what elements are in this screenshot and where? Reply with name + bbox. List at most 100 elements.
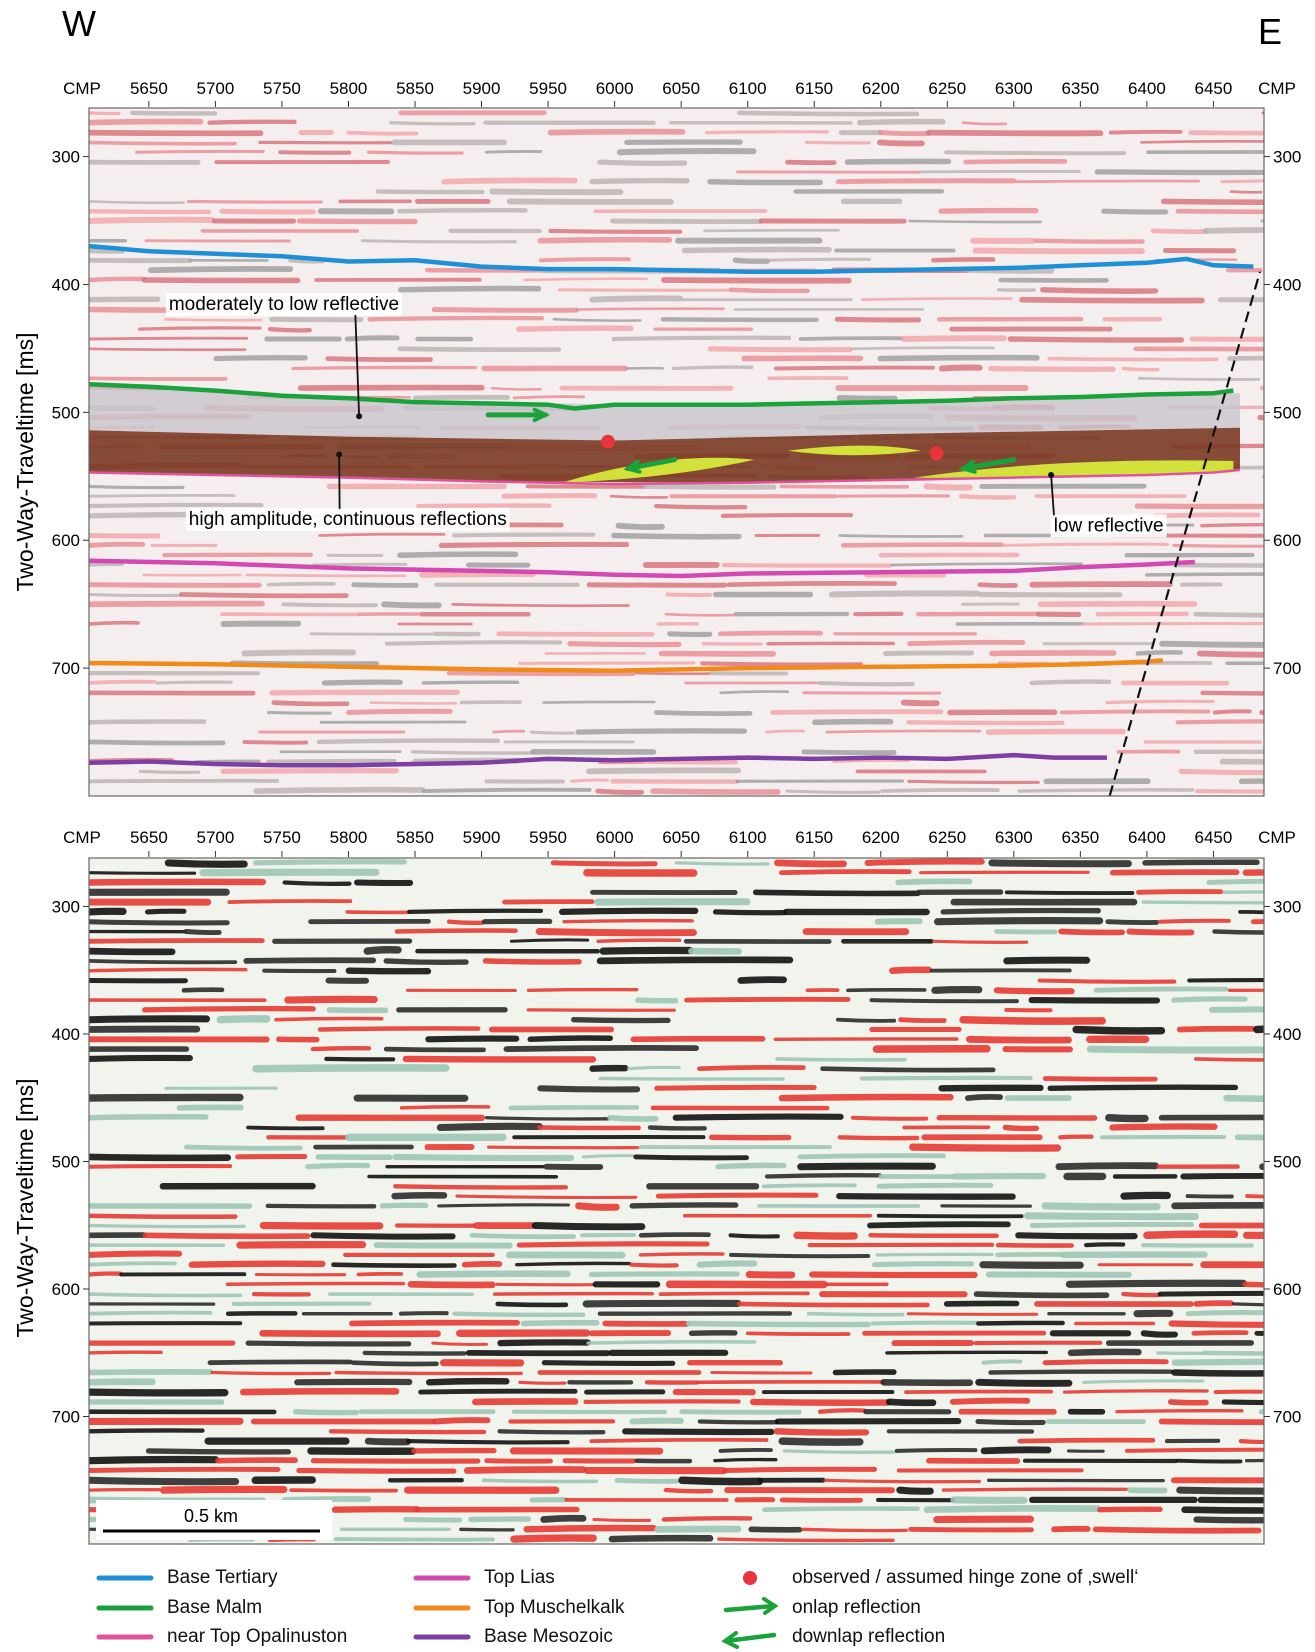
- reflection-band: [89, 200, 185, 205]
- reflection-band: [266, 758, 397, 764]
- reflection-band: [503, 1044, 699, 1052]
- reflection-band: [931, 985, 983, 994]
- reflection-band: [1059, 709, 1211, 715]
- reflection-band: [452, 532, 596, 538]
- reflection-band: [1191, 1330, 1249, 1336]
- reflection-band: [89, 919, 230, 926]
- reflection-band: [588, 1271, 740, 1278]
- reflection-band: [1253, 1025, 1264, 1034]
- reflection-band: [642, 483, 777, 490]
- reflection-band: [611, 335, 792, 342]
- reflection-band: [516, 325, 634, 332]
- reflection-band: [375, 189, 485, 195]
- reflection-band: [89, 276, 146, 283]
- reflection-band: [1261, 111, 1264, 115]
- reflection-band: [403, 1517, 463, 1523]
- reflection-band: [1181, 1506, 1264, 1514]
- cmp-axis-label-right: CMP: [1258, 828, 1296, 847]
- reflection-band: [1029, 679, 1112, 686]
- upper-cmp-axis: 5650 5700 5750 5800 5850 5900 5950 6000 6050 6100…: [63, 79, 1296, 107]
- reflection-band: [770, 709, 944, 715]
- reflection-band: [836, 1017, 897, 1023]
- reflection-band: [889, 966, 932, 974]
- reflection-band: [89, 1114, 209, 1121]
- cmp-axis-label-left: CMP: [63, 79, 101, 98]
- reflection-band: [697, 1419, 780, 1425]
- reflection-band: [793, 1231, 858, 1240]
- reflection-band: [923, 1505, 1101, 1514]
- horizon-top-lias: [89, 558, 1195, 579]
- reflection-band: [89, 1153, 231, 1162]
- cmp-tick-label: 5750: [263, 828, 301, 847]
- legend-label: near Top Opalinuston: [167, 1626, 348, 1647]
- reflection-band: [178, 592, 349, 599]
- reflection-band: [89, 1054, 193, 1062]
- reflection-band: [904, 1389, 1054, 1394]
- reflection-band: [402, 1055, 597, 1063]
- cmp-tick-label: 6300: [995, 79, 1033, 98]
- reflection-band: [713, 1457, 778, 1463]
- reflection-band: [717, 630, 823, 637]
- legend-label: downlap reflection: [792, 1626, 946, 1647]
- reflection-band: [413, 394, 510, 401]
- reflection-band: [571, 1017, 671, 1024]
- reflection-band: [1047, 356, 1219, 362]
- reflection-band: [331, 1262, 457, 1268]
- cmp-tick-label: 6300: [995, 828, 1033, 847]
- legend-dot: [743, 1571, 757, 1585]
- reflection-band: [540, 1514, 587, 1523]
- reflection-band: [487, 1145, 640, 1150]
- reflection-band: [531, 1222, 646, 1231]
- cmp-tick-label: 5900: [463, 828, 501, 847]
- time-tick-label: 300: [52, 897, 80, 916]
- cmp-tick-label: 6200: [862, 828, 900, 847]
- reflection-band: [164, 859, 248, 868]
- horizon-near-top-opalinuston: [89, 468, 1241, 486]
- reflection-band: [1260, 219, 1264, 223]
- cmp-tick-label: 6200: [862, 79, 900, 98]
- reflection-band: [611, 532, 742, 540]
- reflection-band: [707, 178, 823, 186]
- reflection-band: [523, 1524, 657, 1533]
- reflection-band: [959, 1015, 1106, 1025]
- scale-bar-label: 0.5 km: [184, 1506, 238, 1526]
- reflection-band: [89, 739, 226, 746]
- reflection-band: [1105, 919, 1160, 925]
- reflection-band: [530, 730, 575, 735]
- reflection-band: [344, 335, 400, 342]
- time-tick-label: 700: [1273, 659, 1301, 678]
- reflection-band: [267, 326, 312, 333]
- reflection-band: [977, 582, 1018, 588]
- reflection-band: [542, 700, 656, 704]
- reflection-band: [364, 1437, 411, 1446]
- reflection-band: [346, 708, 453, 715]
- reflection-band: [993, 987, 1075, 995]
- reflection-band: [1250, 919, 1264, 925]
- reflection-band: [1221, 1399, 1264, 1406]
- reflection-band: [455, 1194, 638, 1200]
- legend-item-top-lias: Top Lias: [412, 1564, 555, 1592]
- reflection-band: [765, 729, 806, 734]
- cmp-tick-label: 5700: [197, 828, 235, 847]
- reflection-band: [89, 502, 264, 509]
- reflection-band: [877, 354, 1040, 362]
- reflection-band: [1003, 542, 1170, 547]
- time-tick-label: 400: [1273, 275, 1301, 294]
- interpreted-horizons: [89, 243, 1254, 768]
- reflection-band: [398, 1311, 449, 1316]
- reflection-band: [1171, 1369, 1264, 1377]
- reflection-band: [312, 562, 408, 567]
- reflection-band: [721, 562, 893, 568]
- reflection-band: [512, 395, 585, 400]
- reflection-band: [894, 1447, 978, 1453]
- scale-bar-background: [96, 1500, 332, 1540]
- reflection-band: [732, 257, 770, 264]
- cmp-tick-label: 6050: [662, 79, 700, 98]
- reflection-band: [89, 1292, 243, 1298]
- reflection-band: [931, 257, 996, 263]
- reflection-band: [630, 1035, 766, 1043]
- upper-time-axis-title: Two-Way-Traveltime [ms]: [12, 333, 38, 592]
- hinge-point: [929, 446, 944, 461]
- reflection-band: [609, 494, 668, 499]
- time-tick-label: 700: [52, 659, 80, 678]
